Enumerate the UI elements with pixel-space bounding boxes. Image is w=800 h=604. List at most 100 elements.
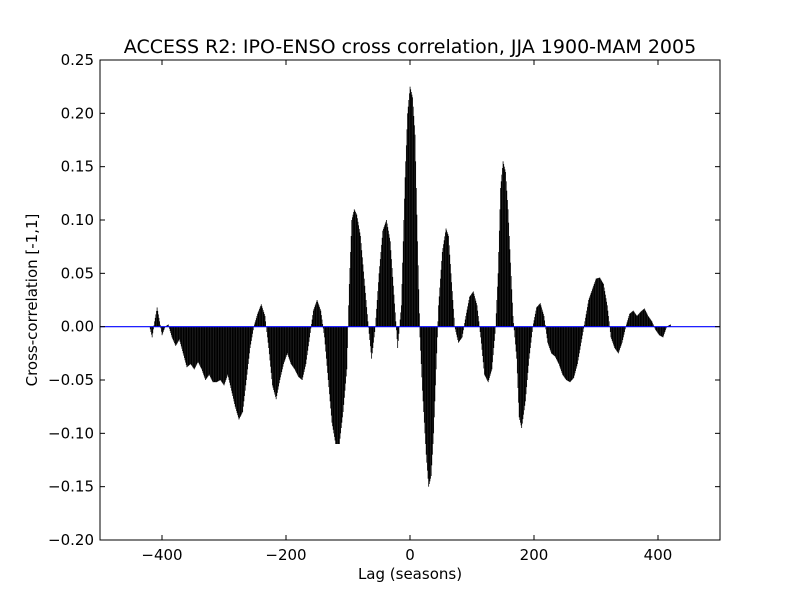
correlation-bar — [223, 326, 224, 385]
correlation-bar — [216, 326, 218, 382]
correlation-bar — [396, 326, 397, 331]
correlation-bar — [299, 326, 301, 378]
correlation-bar — [189, 326, 191, 365]
correlation-bar — [363, 271, 364, 327]
correlation-bar — [548, 326, 550, 347]
correlation-bar — [321, 319, 323, 327]
correlation-bar — [487, 326, 488, 381]
correlation-bar — [520, 326, 521, 423]
correlation-bar — [603, 284, 604, 327]
y-tick-label: −0.10 — [48, 424, 94, 442]
correlation-bar — [639, 313, 640, 327]
correlation-bar — [445, 232, 446, 327]
correlation-bar — [310, 326, 312, 329]
correlation-bar — [223, 326, 225, 386]
correlation-bar — [611, 326, 612, 340]
correlation-bar — [591, 289, 593, 327]
correlation-bar — [526, 326, 528, 380]
correlation-bar — [218, 326, 219, 382]
correlation-bar — [273, 326, 275, 390]
correlation-bar — [542, 313, 544, 327]
correlation-bar — [252, 326, 253, 334]
correlation-bar — [326, 326, 328, 366]
correlation-bar — [525, 326, 527, 395]
correlation-bar — [400, 312, 402, 327]
x-axis-label: Lag (seasons) — [358, 565, 462, 583]
correlation-bar — [179, 326, 181, 342]
correlation-bar — [580, 326, 582, 343]
correlation-bar — [164, 326, 165, 329]
correlation-bar — [356, 218, 358, 327]
correlation-bar — [604, 294, 606, 327]
correlation-bar — [585, 314, 587, 327]
correlation-bar — [215, 326, 216, 383]
correlation-bar — [496, 300, 498, 327]
correlation-bar — [260, 304, 262, 327]
correlation-bar — [514, 326, 516, 338]
correlation-bar — [159, 324, 161, 327]
correlation-bar — [614, 326, 616, 349]
correlation-bar — [456, 326, 457, 335]
correlation-bar — [292, 326, 294, 367]
correlation-bar — [215, 326, 217, 383]
correlation-bar — [557, 326, 559, 362]
correlation-bar — [635, 315, 637, 327]
correlation-bar — [639, 312, 641, 327]
correlation-bar — [218, 326, 220, 381]
correlation-bar — [540, 305, 542, 327]
correlation-bar — [637, 314, 639, 327]
correlation-bar — [564, 326, 566, 379]
correlation-bar — [474, 296, 475, 327]
correlation-bar — [332, 326, 334, 430]
correlation-bar — [197, 326, 198, 364]
correlation-bar — [498, 252, 500, 327]
correlation-bar — [527, 326, 529, 373]
correlation-bar — [447, 234, 449, 327]
correlation-bar — [219, 326, 221, 380]
correlation-bar — [608, 316, 609, 327]
correlation-bar — [370, 326, 372, 353]
correlation-bar — [611, 326, 613, 341]
correlation-bar — [424, 326, 426, 434]
correlation-bar — [534, 313, 536, 327]
correlation-bar — [462, 326, 464, 334]
correlation-bar — [461, 326, 463, 338]
correlation-bar — [587, 307, 588, 327]
correlation-bar — [360, 236, 361, 327]
correlation-bar — [185, 326, 187, 363]
y-tick-label: 0.20 — [61, 104, 94, 122]
correlation-bar — [234, 326, 235, 404]
correlation-bar — [246, 326, 247, 380]
correlation-bar — [491, 326, 493, 370]
correlation-bar — [478, 321, 480, 327]
correlation-bar — [569, 326, 570, 382]
correlation-bar — [216, 326, 218, 383]
correlation-bar — [339, 326, 341, 439]
correlation-bar — [434, 326, 436, 402]
correlation-bar — [319, 307, 320, 327]
correlation-bar — [442, 248, 444, 327]
correlation-bar — [505, 181, 507, 327]
correlation-bar — [413, 116, 415, 327]
correlation-bar — [312, 310, 314, 327]
correlation-bar — [618, 326, 620, 352]
correlation-bar — [525, 326, 526, 402]
correlation-bar — [650, 319, 652, 327]
correlation-bar — [170, 326, 172, 334]
correlation-bar — [585, 317, 586, 327]
correlation-bar — [229, 326, 231, 383]
y-tick-label: 0.15 — [61, 158, 94, 176]
correlation-bar — [537, 306, 539, 327]
correlation-bar — [154, 321, 156, 327]
correlation-bar — [647, 316, 649, 327]
correlation-bar — [295, 326, 297, 372]
correlation-bar — [155, 314, 157, 327]
correlation-bar — [225, 326, 227, 380]
correlation-bar — [541, 309, 543, 327]
correlation-bar — [307, 326, 309, 351]
correlation-bar — [318, 305, 320, 327]
correlation-bar — [266, 326, 268, 332]
x-tick-label: −400 — [141, 546, 182, 564]
correlation-bar — [397, 326, 399, 348]
correlation-bar — [195, 326, 197, 366]
